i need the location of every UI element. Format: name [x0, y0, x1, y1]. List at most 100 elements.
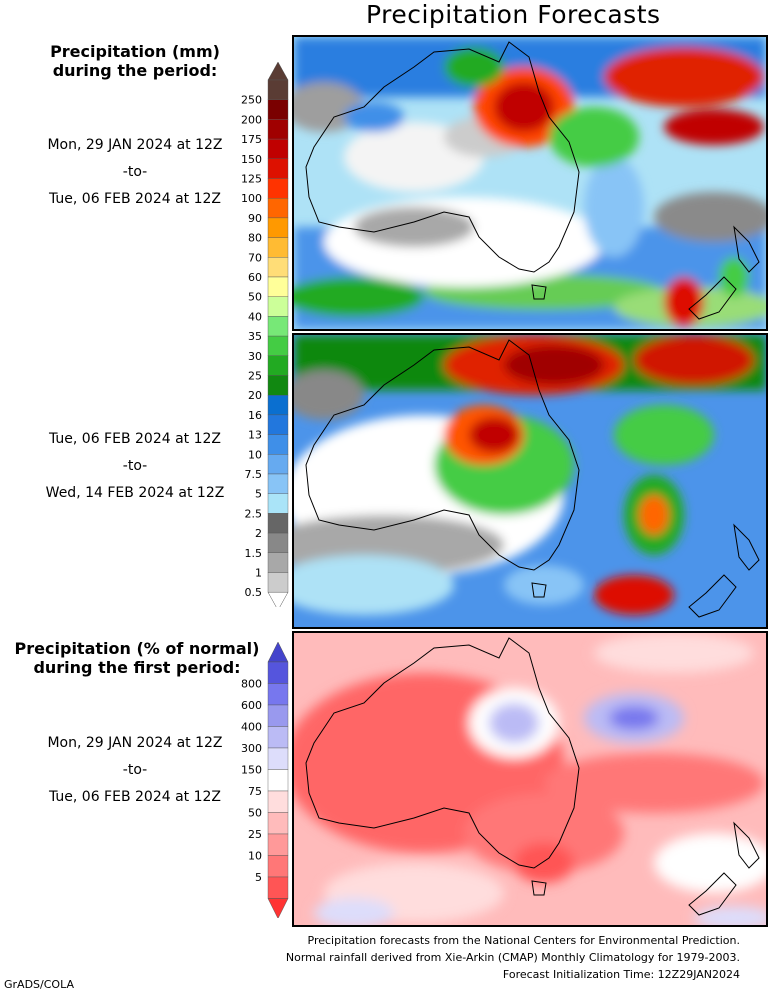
amount-legend-tick-label: 10 [248, 448, 262, 461]
amount-legend-heading: Precipitation (mm) during the period: [30, 42, 240, 80]
amount-legend-swatch [267, 434, 289, 455]
percent-legend-bottom-arrow [267, 898, 289, 918]
amount-legend-swatch [267, 414, 289, 435]
amount-legend-tick-label: 0.5 [245, 586, 263, 599]
amount-legend-tick-label: 175 [241, 133, 262, 146]
amount-legend-tick-label: 90 [248, 212, 262, 225]
percent-legend-tick-label: 25 [248, 828, 262, 841]
amount-legend-tick-label: 25 [248, 370, 262, 383]
period2-end: Wed, 14 FEB 2024 at 12Z [45, 485, 225, 501]
percent-legend-tick-label: 75 [248, 785, 262, 798]
amount-legend-swatch [267, 335, 289, 357]
amount-legend-swatch [267, 217, 289, 238]
amount-legend-tick-label: 150 [241, 153, 262, 166]
amount-legend-heading-line1: Precipitation (mm) [50, 42, 220, 61]
amount-legend-swatch [267, 572, 289, 593]
amount-legend-tick-label: 80 [248, 232, 262, 245]
precip-map-period1 [292, 35, 768, 331]
amount-legend-swatch [267, 532, 289, 554]
percent-legend-swatch [267, 790, 289, 813]
amount-legend-swatch [267, 473, 289, 494]
amount-legend-swatch [267, 237, 289, 258]
percent-legend-swatch [267, 661, 289, 684]
percent-of-normal-map [292, 631, 768, 927]
percent-legend-swatch [267, 726, 289, 749]
period3-end: Tue, 06 FEB 2024 at 12Z [48, 789, 222, 805]
percent-legend-swatch [267, 812, 289, 835]
amount-legend-swatch [267, 375, 289, 396]
period3-start: Mon, 29 JAN 2024 at 12Z [47, 735, 223, 751]
amount-legend-swatch [267, 395, 289, 416]
amount-legend-swatch [267, 276, 289, 297]
percent-legend-swatch [267, 833, 289, 856]
percent-legend-swatch [267, 855, 289, 878]
percent-legend-top-arrow [267, 642, 289, 663]
amount-legend-swatch [267, 178, 289, 199]
period1-start: Mon, 29 JAN 2024 at 12Z [47, 137, 223, 153]
amount-legend-swatch [267, 316, 289, 337]
amount-legend-tick-label: 30 [248, 350, 262, 363]
footer-notes: Precipitation forecasts from the Nationa… [200, 932, 740, 983]
precip-map-period2 [292, 333, 768, 629]
footer-line1: Precipitation forecasts from the Nationa… [307, 934, 741, 947]
amount-legend-tick-label: 250 [241, 94, 262, 107]
amount-legend-tick-label: 35 [248, 330, 262, 343]
amount-legend-tick-label: 13 [248, 429, 262, 442]
period3-sep: -to- [122, 762, 148, 778]
percent-legend-tick-label: 5 [255, 871, 262, 884]
percent-colorbar: 800 600 400 300 150 75 50 25 10 5 [241, 642, 289, 918]
amount-legend-tick-label: 16 [248, 409, 262, 422]
amount-legend-tick-label: 125 [241, 173, 262, 186]
percent-legend-tick-label: 10 [248, 850, 262, 863]
amount-legend-swatch [267, 552, 289, 573]
amount-legend-swatch [267, 79, 289, 100]
amount-legend-swatch [267, 296, 289, 317]
amount-legend-tick-label: 1 [255, 567, 262, 580]
amount-legend-tick-label: 5 [255, 488, 262, 501]
percent-legend-tick-label: 600 [241, 699, 262, 712]
amount-legend-tick-label: 50 [248, 291, 262, 304]
amount-legend-tick-label: 2 [255, 527, 262, 540]
amount-legend-swatch [267, 138, 289, 159]
amount-legend-swatch [267, 119, 289, 140]
footer-line2: Normal rainfall derived from Xie-Arkin (… [285, 951, 740, 964]
percent-legend-swatch [267, 769, 289, 792]
amount-legend-tick-label: 20 [248, 389, 262, 402]
percent-legend-swatch [267, 876, 289, 899]
amount-legend-swatch [267, 158, 289, 179]
amount-legend-tick-label: 40 [248, 310, 262, 323]
amount-legend-tick-label: 70 [248, 251, 262, 264]
percent-legend-heading: Precipitation (% of normal) during the f… [14, 639, 260, 677]
amount-legend-swatch [267, 257, 289, 278]
amount-legend-swatch [267, 454, 289, 475]
percent-legend-heading-line1: Precipitation (% of normal) [14, 639, 260, 658]
amount-legend-swatch [267, 493, 289, 514]
percent-legend-tick-label: 800 [241, 678, 262, 691]
period1-sep: -to- [122, 164, 148, 180]
amount-legend-tick-label: 60 [248, 271, 262, 284]
amount-legend-swatch [267, 355, 289, 376]
amount-colorbar: 2502001751501251009080706050403530252016… [241, 62, 289, 607]
footer-line3: Forecast Initialization Time: 12Z29JAN20… [502, 968, 740, 981]
period1-end: Tue, 06 FEB 2024 at 12Z [48, 191, 222, 207]
period2-sep: -to- [122, 458, 148, 474]
percent-legend-tick-label: 400 [241, 721, 262, 734]
amount-legend-swatch [267, 513, 289, 534]
amount-legend-tick-label: 200 [241, 113, 262, 126]
amount-legend-heading-line2: during the period: [52, 61, 218, 80]
amount-legend-swatch [267, 197, 289, 219]
grads-credit: GrADS/COLA [4, 978, 74, 991]
percent-legend-tick-label: 50 [248, 807, 262, 820]
percent-legend-tick-label: 150 [241, 764, 262, 777]
amount-legend-tick-label: 100 [241, 192, 262, 205]
page-title: Precipitation Forecasts [366, 0, 661, 29]
percent-legend-swatch [267, 704, 289, 727]
percent-legend-tick-label: 300 [241, 742, 262, 755]
amount-legend-bottom-arrow [267, 591, 289, 607]
amount-legend-tick-label: 7.5 [245, 468, 263, 481]
amount-legend-swatch [267, 99, 289, 120]
amount-legend-top-arrow [267, 62, 289, 81]
amount-legend-tick-label: 2.5 [245, 507, 263, 520]
percent-legend-heading-line2: during the first period: [33, 658, 241, 677]
percent-legend-swatch [267, 747, 289, 770]
